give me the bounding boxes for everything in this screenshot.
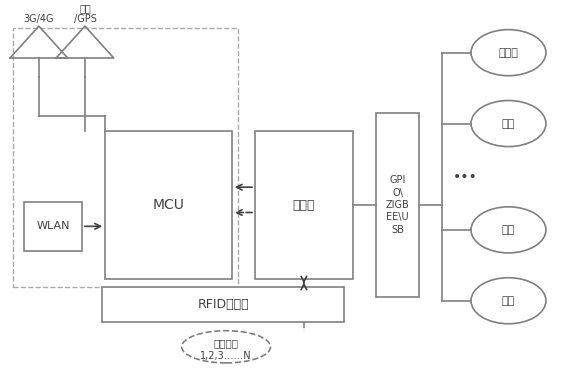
Text: 北斗
/GPS: 北斗 /GPS: [74, 3, 96, 24]
Text: •••: •••: [453, 170, 478, 184]
Text: MCU: MCU: [152, 198, 185, 212]
Ellipse shape: [182, 331, 270, 363]
Text: 3G/4G: 3G/4G: [24, 14, 54, 24]
Bar: [105, 131, 232, 279]
Bar: [102, 286, 345, 322]
Bar: [13, 28, 237, 286]
Circle shape: [471, 278, 546, 324]
Text: 1,2,3……N: 1,2,3……N: [200, 351, 252, 361]
Bar: [255, 131, 353, 279]
Text: 红外: 红外: [502, 119, 515, 129]
Bar: [376, 113, 419, 297]
Text: GPI
O\
ZIGB
EE\U
SB: GPI O\ ZIGB EE\U SB: [386, 175, 409, 235]
Circle shape: [471, 29, 546, 76]
Text: 烟雾: 烟雾: [502, 225, 515, 235]
Circle shape: [471, 207, 546, 253]
Text: 温湿度: 温湿度: [499, 48, 518, 58]
Text: 电子标签: 电子标签: [214, 338, 239, 348]
Text: 倾斜: 倾斜: [502, 296, 515, 306]
Text: WLAN: WLAN: [36, 221, 70, 231]
Circle shape: [471, 100, 546, 147]
Bar: [24, 201, 82, 251]
Text: RFID阅读器: RFID阅读器: [197, 298, 249, 311]
Text: 单片机: 单片机: [292, 198, 315, 211]
